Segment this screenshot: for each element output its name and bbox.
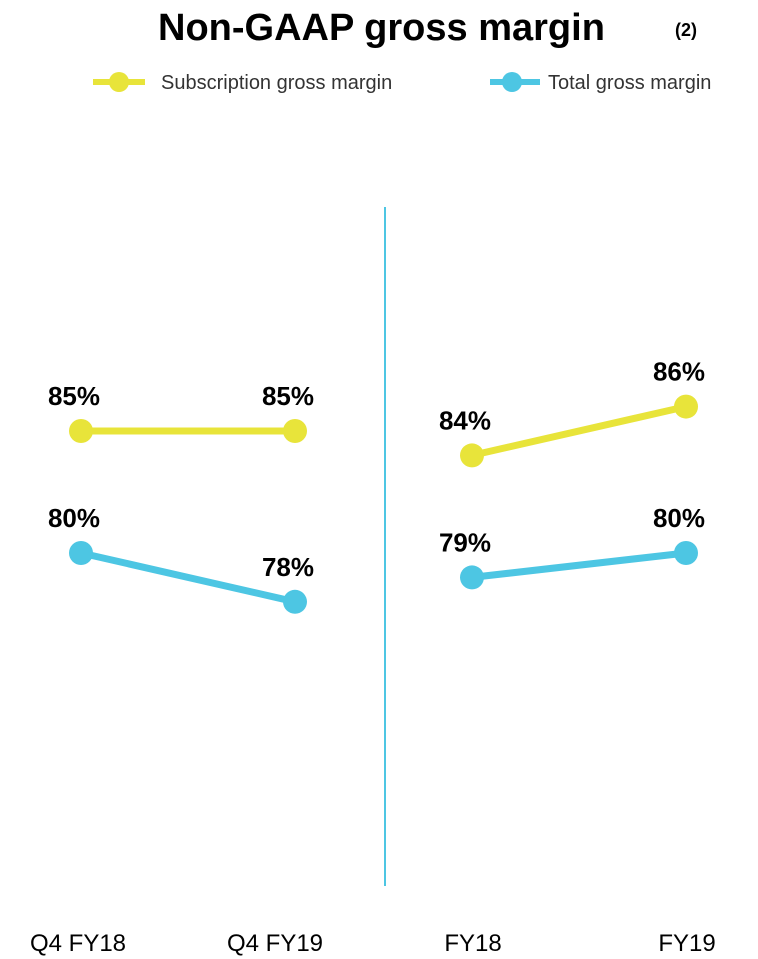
legend-label-total: Total gross margin [548, 72, 711, 94]
legend-label-subscription: Subscription gross margin [161, 72, 392, 94]
category-label-q4-fy19: Q4 FY19 [227, 930, 323, 957]
plot-area: Q4 FY18 Q4 FY19 85% 85% 80% 78% FY18 FY19 84% 86%… [30, 357, 716, 957]
point-subscription-q4-fy18 [69, 419, 93, 443]
point-total-q4-fy18 [69, 541, 93, 565]
chart-title: Non-GAAP gross margin [158, 7, 605, 49]
category-label-fy19: FY19 [658, 930, 715, 957]
data-label-subscription-q4-fy18: 85% [48, 381, 100, 411]
legend: Subscription gross margin Total gross ma… [93, 72, 711, 94]
legend-item-total: Total gross margin [490, 72, 711, 94]
point-subscription-fy19 [674, 394, 698, 419]
point-total-fy18 [460, 565, 484, 590]
data-label-total-fy18: 79% [439, 527, 491, 557]
legend-swatch-marker-total [502, 72, 522, 92]
data-label-subscription-fy18: 84% [439, 405, 491, 435]
category-label-fy18: FY18 [444, 930, 501, 957]
point-total-fy19 [674, 541, 698, 565]
point-subscription-fy18 [460, 443, 484, 468]
data-label-total-q4-fy18: 80% [48, 503, 100, 533]
category-label-q4-fy18: Q4 FY18 [30, 930, 126, 957]
data-label-subscription-q4-fy19: 85% [262, 381, 314, 411]
legend-item-subscription: Subscription gross margin [93, 72, 392, 94]
series-line-total-panel-1 [77, 549, 299, 606]
data-label-total-q4-fy19: 78% [262, 552, 314, 582]
point-total-q4-fy19 [283, 589, 307, 614]
series-line-total-panel-2 [468, 549, 690, 581]
legend-swatch-marker-subscription [109, 72, 129, 92]
data-label-subscription-fy19: 86% [653, 357, 705, 387]
point-subscription-q4-fy19 [283, 419, 307, 443]
chart-title-superscript: (2) [675, 20, 697, 40]
series-line-subscription-panel-2 [468, 403, 690, 459]
data-label-total-fy19: 80% [653, 503, 705, 533]
